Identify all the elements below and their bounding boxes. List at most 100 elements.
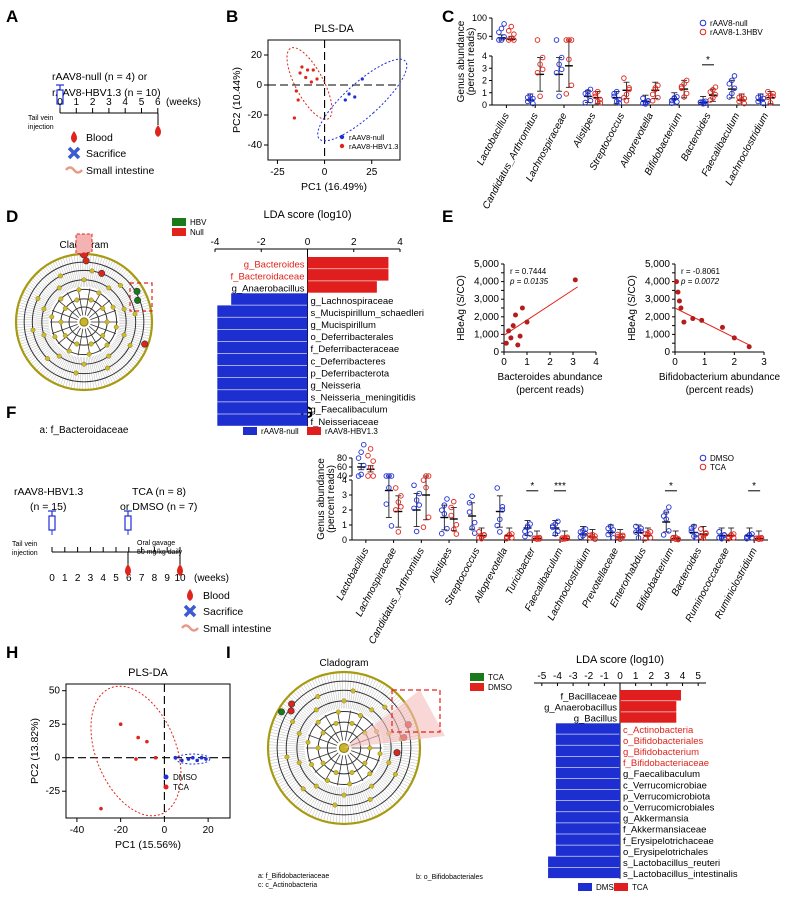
plsda-point — [343, 98, 347, 102]
lda-bar — [555, 734, 620, 745]
genus-point — [524, 94, 531, 101]
genus-point — [524, 524, 531, 531]
panel-label-A: A — [6, 7, 18, 26]
corr-point — [503, 340, 509, 346]
genus-point — [587, 535, 593, 541]
genus-point — [534, 69, 541, 76]
plsda-legend-marker — [339, 134, 345, 140]
lda-legend-swatch — [243, 427, 257, 435]
lda-bar — [307, 269, 389, 281]
genus-point — [616, 96, 623, 103]
corr-point — [513, 312, 518, 318]
lda-legend-swatch — [172, 228, 186, 236]
lda-bar-label: g_Faecalibaculum — [623, 769, 700, 780]
genus-point — [674, 99, 680, 105]
genus-point — [361, 441, 367, 448]
genus-point — [358, 471, 364, 478]
genus-point — [738, 93, 745, 99]
genus-point — [395, 529, 402, 535]
cladogram-clade-highlight — [75, 233, 93, 255]
genus-point — [623, 91, 630, 98]
cladogram-node — [315, 719, 321, 725]
genus-legend-label: TCA — [710, 463, 727, 472]
genus-ylabel: (percent reads) — [326, 465, 337, 533]
cladogram-note: c: c_Actinobacteria — [258, 882, 317, 889]
cladogram-ring — [31, 269, 137, 375]
panelA-group-null: rAAV8-null (n = 4) or — [52, 71, 148, 83]
syringe-barrel — [124, 515, 132, 531]
genus-point — [420, 477, 427, 483]
lda-bar-label: s_Mucispirillum_schaedleri — [311, 308, 425, 319]
corr-ytick-label: 4,000 — [474, 277, 499, 288]
cladogram-ring — [266, 670, 422, 826]
genus-point — [411, 505, 417, 512]
genus-ytick-label: 3 — [342, 490, 347, 500]
lda-bar — [217, 329, 308, 342]
plsda-point — [309, 80, 313, 84]
lda-bar-label: c_Verrucomicrobiae — [623, 780, 707, 791]
lda-bar — [555, 756, 620, 768]
lda-tick-label: 2 — [648, 671, 654, 682]
legend-sacrifice-icon — [183, 604, 197, 618]
panelF-tick-label: 0 — [49, 573, 55, 584]
cladogram-node — [132, 311, 138, 317]
cladogram-node — [333, 720, 339, 726]
plsda-point — [191, 755, 195, 760]
corr-ytick-label: 1,000 — [645, 329, 670, 340]
cladogram-node — [58, 273, 63, 279]
genus-point — [553, 37, 560, 43]
genus-point — [729, 77, 735, 84]
cladogram-branch — [347, 754, 364, 782]
corr-r-value: r = 0.7444 — [510, 267, 547, 276]
lda-legend-label: DMSO — [596, 883, 620, 892]
panelF-unit: (weeks) — [194, 573, 229, 584]
plsda-title: PLS-DA — [314, 23, 354, 35]
genus-point — [626, 85, 632, 91]
plsda-point — [300, 65, 304, 69]
corr-ytick-label: 4,000 — [645, 277, 670, 288]
genus-point — [388, 523, 395, 529]
genus-point — [666, 528, 672, 534]
cladogram-highlight-node — [133, 287, 141, 295]
cladogram-node — [349, 770, 355, 776]
cladogram-branch — [90, 309, 117, 321]
lda-legend-label: HBV — [190, 218, 207, 227]
panel-label-B: B — [226, 7, 238, 26]
lda-tick-label: 3 — [664, 671, 670, 682]
corr-ytick-label: 0 — [664, 347, 670, 358]
panelF-tick-label: 4 — [100, 573, 106, 584]
cladogram-node — [121, 332, 127, 338]
genus-point — [563, 37, 570, 43]
panel-label-I: I — [226, 643, 231, 662]
panelA-tick-label: 4 — [122, 97, 128, 108]
genus-point — [683, 77, 690, 84]
genus-point — [645, 530, 651, 536]
corr-point — [731, 335, 737, 341]
cladogram-branch — [66, 292, 81, 317]
cladogram-node — [66, 348, 72, 354]
lda-bar-label: f_Bifidobacteriaceae — [623, 758, 709, 769]
corr-xtick-label: 2 — [547, 357, 553, 368]
genus-point — [566, 37, 572, 43]
cladogram-node — [86, 351, 92, 357]
panelF-injection-label: Tail vein — [12, 541, 37, 548]
lda-bar — [620, 690, 681, 701]
plsda-frame — [267, 39, 401, 161]
panelF-gavage-icon — [124, 510, 132, 535]
genus-point — [505, 28, 512, 34]
genus-legend-marker — [699, 463, 707, 471]
panelA-legend-label: Sacrifice — [86, 148, 126, 160]
genus-point — [642, 99, 649, 106]
plsda-point — [145, 739, 149, 744]
genus-point — [681, 94, 687, 100]
cladogram-clade-highlight — [344, 690, 445, 748]
corr-xlabel: Bacteroides abundance — [497, 372, 603, 383]
plsda-ytick-label: 0 — [256, 80, 262, 91]
panel-label-D: D — [6, 207, 18, 226]
genus-ytick-label: 4 — [482, 51, 487, 61]
genus-point — [537, 61, 543, 68]
genus-point — [765, 88, 771, 95]
lda-legend-swatch — [470, 683, 484, 691]
cladogram-node — [118, 283, 123, 288]
genus-point — [726, 94, 733, 100]
